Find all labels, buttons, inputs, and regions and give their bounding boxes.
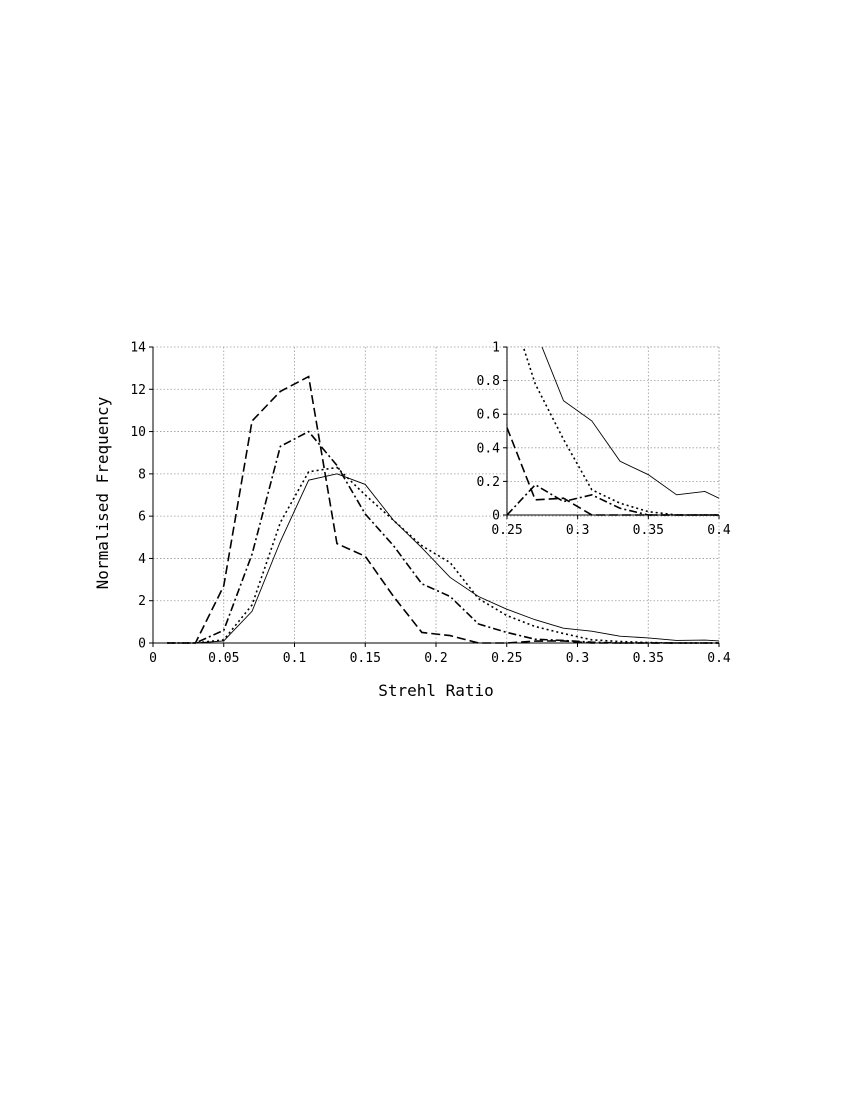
- main-series-dotted-line: [167, 466, 719, 644]
- x-axis-title: Strehl Ratio: [378, 681, 494, 700]
- inset-x-tick-label: 0.3: [566, 523, 589, 538]
- main-y-tick-label: 6: [138, 510, 146, 525]
- main-x-tick-label: 0: [149, 651, 157, 666]
- main-y-tick-label: 14: [130, 341, 146, 356]
- main-series-solid-line: [167, 473, 719, 644]
- main-y-tick-label: 2: [138, 594, 146, 609]
- main-x-tick-label: 0.3: [566, 651, 589, 666]
- main-x-tick-label: 0.1: [283, 651, 306, 666]
- inset-series-solid-line: [541, 347, 719, 499]
- main-y-tick-label: 10: [130, 425, 146, 440]
- inset-x-tick-label: 0.4: [707, 523, 731, 538]
- main-x-tick-label: 0.15: [350, 651, 381, 666]
- main-series-dash-line: [167, 375, 719, 644]
- y-axis-title: Normalised Frequency: [93, 396, 112, 589]
- inset-series-dash-line: [507, 427, 719, 516]
- inset-y-tick-label: 0.2: [477, 475, 500, 490]
- main-x-tick-label: 0.05: [208, 651, 239, 666]
- main-y-tick-label: 0: [138, 637, 146, 652]
- inset-plot: 0.25 0.3 0.35 0.4 0 0.2 0.4 0.6 0.8 1: [477, 341, 731, 539]
- inset-y-tick-label: 0: [492, 509, 500, 524]
- inset-plot-background: [507, 347, 719, 515]
- inset-x-tick-label: 0.25: [491, 523, 522, 538]
- main-y-tick-label: 8: [138, 467, 146, 482]
- main-x-tick-label: 0.4: [707, 651, 731, 666]
- inset-y-tick-label: 1: [492, 341, 500, 356]
- inset-y-tick-label: 0.6: [477, 408, 500, 423]
- main-x-tick-label: 0.25: [491, 651, 522, 666]
- main-y-tick-label: 12: [130, 383, 146, 398]
- main-x-tick-label: 0.35: [633, 651, 664, 666]
- main-x-tick-label: 0.2: [424, 651, 447, 666]
- inset-y-tick-label: 0.4: [477, 441, 501, 456]
- inset-y-tick-label: 0.8: [477, 374, 500, 389]
- main-y-tick-label: 4: [138, 552, 146, 567]
- inset-x-tick-label: 0.35: [633, 523, 664, 538]
